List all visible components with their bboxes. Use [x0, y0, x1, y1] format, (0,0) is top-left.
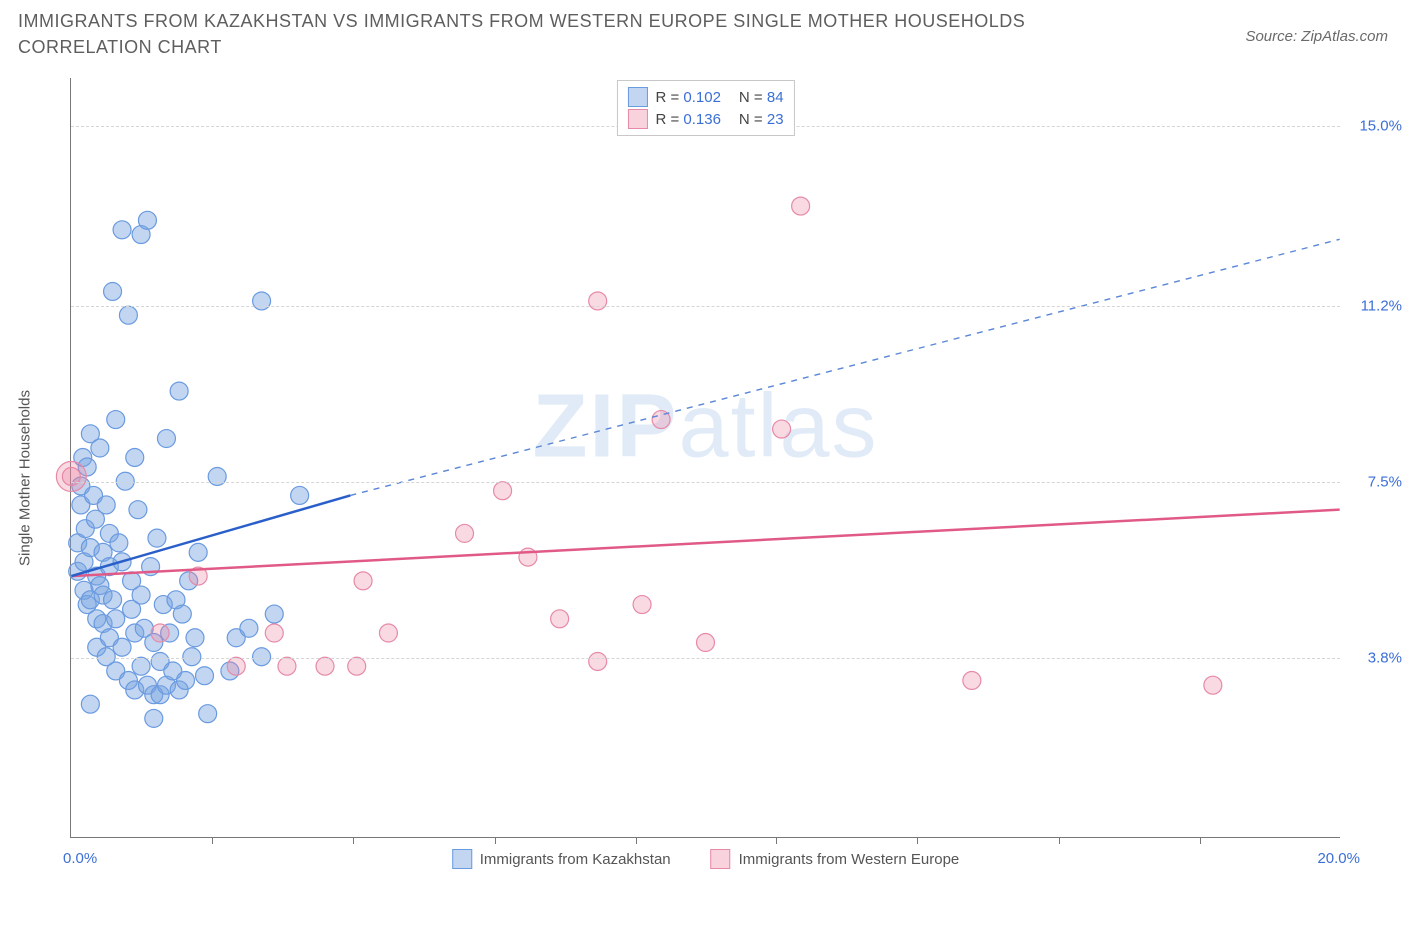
gridline — [71, 482, 1340, 483]
gridline — [71, 658, 1340, 659]
legend-item-kazakhstan: Immigrants from Kazakhstan — [452, 849, 671, 869]
legend-r-western-europe: R = 0.136 — [655, 111, 720, 128]
legend-label-western-europe: Immigrants from Western Europe — [739, 851, 960, 868]
xtick — [1200, 837, 1201, 844]
plot-area: R = 0.102 N = 84 R = 0.136 N = 23 — [70, 78, 1340, 838]
ytick-label: 7.5% — [1347, 473, 1402, 490]
r-value-kazakhstan: 0.102 — [683, 89, 721, 106]
xtick — [353, 837, 354, 844]
ytick-label: 15.0% — [1347, 117, 1402, 134]
legend-label-kazakhstan: Immigrants from Kazakhstan — [480, 851, 671, 868]
legend-swatch-western-europe — [627, 109, 647, 129]
xtick — [776, 837, 777, 844]
swatch-icon — [452, 849, 472, 869]
legend-stats: R = 0.102 N = 84 R = 0.136 N = 23 — [616, 80, 794, 136]
xtick — [1059, 837, 1060, 844]
legend-bottom: Immigrants from Kazakhstan Immigrants fr… — [452, 849, 960, 869]
x-axis-max-label: 20.0% — [1317, 850, 1360, 867]
plot-container: Single Mother Households R = 0.102 N = 8… — [35, 78, 1365, 878]
chart-svg — [71, 78, 1340, 837]
n-value-kazakhstan: 84 — [767, 89, 784, 106]
legend-r-kazakhstan: R = 0.102 — [655, 89, 720, 106]
n-value-western-europe: 23 — [767, 111, 784, 128]
x-axis-min-label: 0.0% — [63, 850, 97, 867]
gridline — [71, 306, 1340, 307]
legend-swatch-kazakhstan — [627, 87, 647, 107]
legend-n-kazakhstan: N = 84 — [739, 89, 784, 106]
y-axis-label: Single Mother Households — [17, 390, 34, 566]
r-value-western-europe: 0.136 — [683, 111, 721, 128]
chart-title: IMMIGRANTS FROM KAZAKHSTAN VS IMMIGRANTS… — [18, 8, 1118, 60]
source-label: Source: ZipAtlas.com — [1245, 8, 1388, 45]
ytick-label: 3.8% — [1347, 649, 1402, 666]
xtick — [636, 837, 637, 844]
n-label: N = — [739, 89, 763, 106]
ytick-label: 11.2% — [1347, 298, 1402, 315]
n-label: N = — [739, 111, 763, 128]
r-label: R = — [655, 111, 679, 128]
r-label: R = — [655, 89, 679, 106]
xtick — [917, 837, 918, 844]
swatch-icon — [711, 849, 731, 869]
xtick — [212, 837, 213, 844]
legend-item-western-europe: Immigrants from Western Europe — [711, 849, 960, 869]
legend-n-western-europe: N = 23 — [739, 111, 784, 128]
xtick — [495, 837, 496, 844]
